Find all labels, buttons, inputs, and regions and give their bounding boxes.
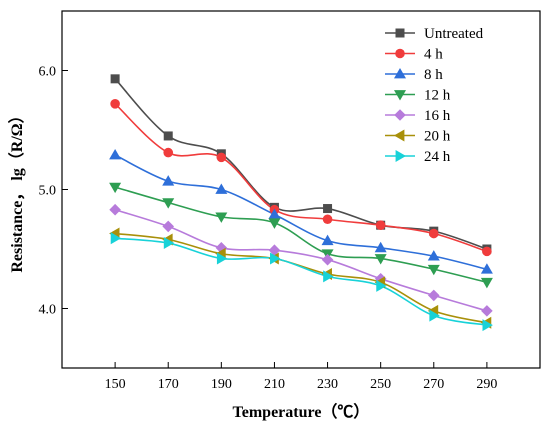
- x-tick-label: 290: [476, 377, 497, 392]
- y-tick-label: 4.0: [39, 303, 57, 318]
- legend-label: 24 h: [424, 149, 451, 165]
- data-point: [427, 264, 440, 276]
- y-axis-title: Resistance， lg（R/Ω）: [8, 107, 26, 272]
- data-point: [374, 241, 387, 253]
- data-point: [482, 319, 493, 332]
- data-point: [321, 253, 334, 266]
- series-line-12-h: [114, 186, 488, 284]
- x-tick-label: 170: [158, 377, 179, 392]
- x-tick-label: 270: [423, 377, 444, 392]
- legend-marker: [395, 28, 405, 38]
- data-point: [110, 74, 120, 84]
- legend-label: Untreated: [424, 26, 484, 42]
- data-point: [110, 99, 120, 109]
- legend-label: 4 h: [424, 47, 443, 63]
- data-point: [323, 270, 334, 283]
- x-tick-label: 150: [105, 377, 126, 392]
- data-point: [427, 289, 440, 302]
- data-point: [481, 305, 493, 317]
- data-point: [323, 204, 333, 214]
- data-point: [376, 279, 387, 292]
- legend: Untreated 4 h 8 h 12 h 16 h 20 h 24 h: [385, 26, 484, 165]
- data-point: [109, 148, 122, 160]
- data-point: [216, 252, 228, 265]
- data-point: [322, 214, 333, 225]
- data-point: [110, 232, 122, 245]
- axis-ticks: 150 170 190 210 230 250 270 290 4.0 5.0 6.0: [39, 65, 498, 393]
- data-point: [270, 252, 281, 265]
- legend-marker: [394, 129, 405, 142]
- data-point: [215, 212, 228, 223]
- series-line-8-h: [114, 154, 488, 271]
- data-point: [216, 152, 227, 163]
- y-tick-label: 6.0: [39, 65, 57, 80]
- legend-label: 16 h: [424, 108, 451, 124]
- data-point: [480, 263, 493, 274]
- data-point: [268, 208, 281, 219]
- data-point: [163, 237, 175, 250]
- series-markers: [109, 74, 493, 332]
- data-point: [162, 220, 175, 233]
- legend-marker: [395, 150, 406, 162]
- data-point: [429, 309, 440, 322]
- plot-frame: [61, 10, 541, 369]
- legend-label: 12 h: [424, 88, 451, 104]
- legend-label: 20 h: [424, 129, 451, 145]
- legend-marker: [395, 48, 405, 59]
- legend-marker: [394, 68, 406, 79]
- data-point: [482, 246, 492, 257]
- legend-marker: [394, 109, 406, 121]
- data-point: [162, 175, 175, 186]
- data-point: [480, 277, 493, 289]
- legend-label: 8 h: [424, 67, 443, 83]
- x-tick-label: 190: [211, 377, 232, 392]
- x-axis-title: Temperature（℃）: [233, 403, 370, 421]
- data-point: [427, 250, 440, 261]
- x-tick-label: 230: [317, 377, 338, 392]
- data-point: [163, 147, 174, 158]
- data-point: [374, 254, 387, 265]
- data-point: [163, 131, 173, 141]
- data-point: [375, 220, 386, 230]
- x-tick-label: 210: [264, 377, 285, 392]
- data-point: [109, 203, 121, 216]
- data-point: [268, 218, 281, 229]
- x-tick-label: 250: [370, 377, 391, 392]
- series-line-24-h: [115, 237, 488, 326]
- data-point: [162, 198, 175, 209]
- data-point: [109, 182, 122, 194]
- data-point: [428, 228, 439, 239]
- legend-marker: [394, 90, 406, 101]
- data-point: [268, 244, 281, 256]
- data-point: [215, 183, 228, 194]
- data-point: [321, 234, 334, 246]
- y-tick-label: 5.0: [39, 184, 57, 199]
